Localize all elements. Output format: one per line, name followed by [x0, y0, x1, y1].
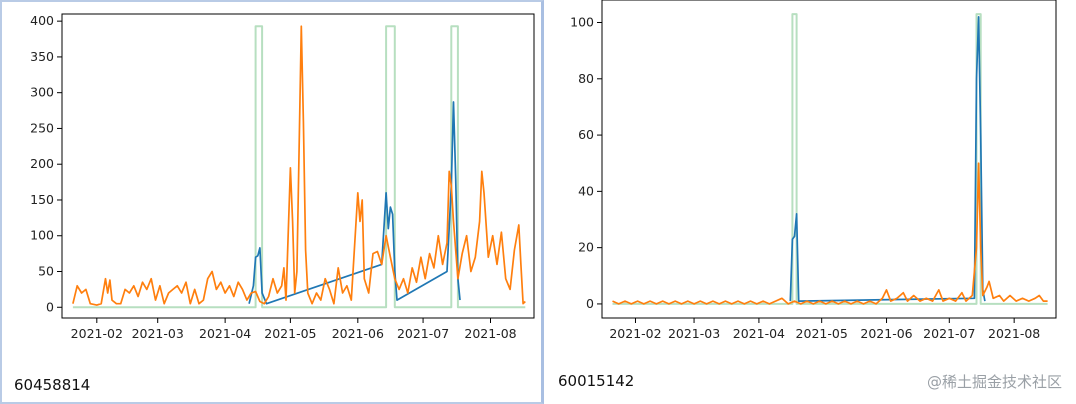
x-tick-label: 2021-08: [464, 326, 516, 341]
series-line-2: [72, 25, 526, 306]
x-tick-label: 2021-07: [397, 326, 449, 341]
series-line-1: [789, 16, 986, 302]
x-tick-label: 2021-07: [923, 326, 975, 341]
x-tick-label: 2021-03: [668, 326, 720, 341]
plot-frame: [601, 0, 1057, 319]
y-tick-label: 350: [30, 49, 54, 64]
left-chart-panel: 0 50 100 150 200 250 300 350 400 2021-02 2021-03 20…: [0, 0, 544, 404]
y-tick-label: 250: [30, 120, 54, 135]
x-tick-label: 2021-02: [71, 326, 123, 341]
y-tick-label: 200: [30, 156, 54, 171]
x-tick-label: 2021-05: [796, 326, 848, 341]
right-line-chart: 0 20 40 60 80 100 2021-02 2021-03 2021-04 2021-05…: [570, 0, 1057, 341]
x-tick-label: 2021-04: [733, 326, 785, 341]
y-tick-label: 60: [578, 127, 594, 142]
right-chart-caption: 60015142: [558, 372, 635, 390]
y-tick-label: 40: [578, 183, 594, 198]
y-tick-label: 400: [30, 13, 54, 28]
series-line-0: [72, 25, 526, 309]
x-tick-label: 2021-05: [264, 326, 316, 341]
y-tick-label: 300: [30, 85, 54, 100]
y-tick-label: 20: [578, 240, 594, 255]
left-chart-caption: 60458814: [14, 376, 91, 394]
y-tick-label: 0: [46, 299, 54, 314]
right-chart-panel: 0 20 40 60 80 100 2021-02 2021-03 2021-04 2021-05…: [548, 0, 1076, 404]
y-tick-label: 50: [38, 264, 54, 279]
series-line-2: [612, 162, 1048, 305]
left-line-chart: 0 50 100 150 200 250 300 350 400 2021-02 2021-03 20…: [30, 13, 535, 341]
y-tick-label: 100: [570, 15, 594, 30]
x-tick-label: 2021-02: [609, 326, 661, 341]
y-tick-label: 100: [30, 228, 54, 243]
y-tick-label: 150: [30, 192, 54, 207]
x-tick-label: 2021-06: [860, 326, 912, 341]
x-tick-label: 2021-03: [132, 326, 184, 341]
plot-frame: [61, 13, 535, 319]
x-tick-label: 2021-04: [199, 326, 251, 341]
series-line-1: [248, 101, 461, 305]
y-tick-label: 80: [578, 71, 594, 86]
y-tick-label: 0: [586, 296, 594, 311]
x-tick-label: 2021-06: [332, 326, 384, 341]
watermark-text: @稀土掘金技术社区: [926, 373, 1062, 391]
x-tick-label: 2021-08: [988, 326, 1040, 341]
